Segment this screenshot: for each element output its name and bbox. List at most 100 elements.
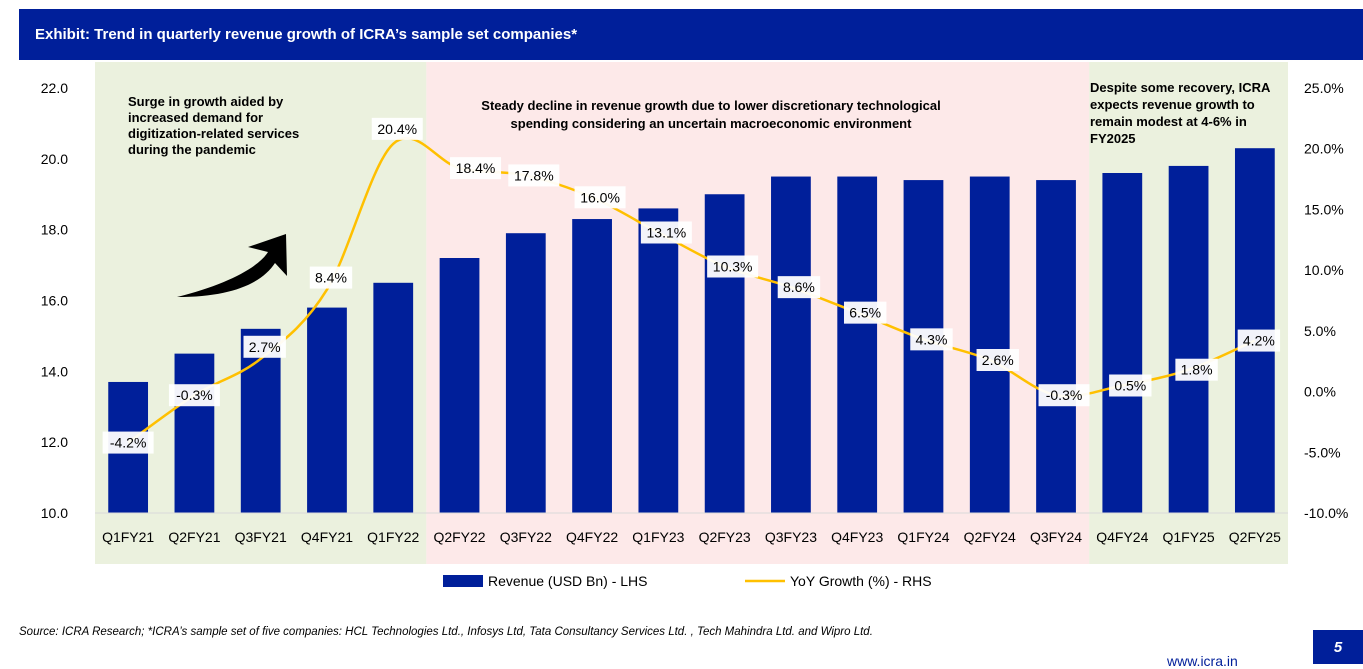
growth-data-label: 16.0% (580, 189, 620, 205)
y-right-tick-label: -10.0% (1304, 505, 1348, 521)
growth-data-label: 0.5% (1114, 378, 1146, 394)
growth-data-label-box (1175, 358, 1218, 381)
growth-data-label-box (707, 255, 759, 278)
growth-data-label: 2.6% (982, 352, 1014, 368)
y-right-tick-label: 15.0% (1304, 201, 1344, 217)
y-left-tick-label: 20.0 (41, 151, 68, 167)
y-right-tick-label: -5.0% (1304, 444, 1341, 460)
growth-data-label: 6.5% (849, 305, 881, 321)
annotation-recovery-text: expects revenue growth to (1090, 97, 1255, 112)
x-tick-label: Q1FY23 (632, 529, 684, 545)
growth-data-label-box (508, 164, 560, 187)
growth-data-label: 2.7% (249, 339, 281, 355)
x-tick-label: Q4FY24 (1096, 529, 1148, 545)
y-left-tick-label: 10.0 (41, 505, 68, 521)
y-left-tick-label: 22.0 (41, 80, 68, 96)
x-tick-label: Q4FY23 (831, 529, 883, 545)
annotation-pandemic-text: digitization-related services (128, 126, 299, 141)
revenue-bar (1168, 165, 1209, 513)
x-tick-label: Q2FY24 (964, 529, 1016, 545)
exhibit-title: Exhibit: Trend in quarterly revenue grow… (35, 26, 578, 43)
x-tick-label: Q1FY24 (897, 529, 949, 545)
annotation-recovery-text: remain modest at 4-6% in (1090, 114, 1247, 129)
revenue-bar (704, 194, 745, 513)
legend-label-growth: YoY Growth (%) - RHS (790, 573, 932, 589)
x-tick-label: Q1FY25 (1163, 529, 1215, 545)
legend-swatch-revenue (443, 575, 483, 587)
revenue-bar (771, 176, 811, 513)
growth-data-label-box (777, 276, 821, 299)
annotation-pandemic-text: Surge in growth aided by (128, 94, 284, 109)
growth-data-label: -0.3% (176, 387, 213, 403)
growth-data-label: 4.2% (1243, 333, 1275, 349)
y-left-tick-label: 12.0 (41, 434, 68, 450)
y-right-tick-label: 10.0% (1304, 262, 1344, 278)
growth-data-label: 4.3% (916, 331, 948, 347)
revenue-bar (1102, 173, 1143, 513)
y-right-tick-label: 25.0% (1304, 80, 1344, 96)
growth-data-label: 1.8% (1181, 362, 1213, 378)
x-tick-label: Q3FY22 (500, 529, 552, 545)
growth-data-label-box (243, 335, 286, 358)
x-tick-label: Q1FY22 (367, 529, 419, 545)
growth-data-label-box (843, 301, 887, 324)
x-tick-label: Q2FY21 (168, 529, 220, 545)
x-tick-label: Q2FY25 (1229, 529, 1281, 545)
growth-data-label: 20.4% (377, 121, 417, 137)
growth-data-label-box (309, 266, 353, 289)
source-note: Source: ICRA Research; *ICRA’s sample se… (19, 626, 873, 638)
x-tick-label: Q4FY22 (566, 529, 618, 545)
growth-data-label: 17.8% (514, 167, 554, 183)
growth-data-label: 13.1% (647, 225, 687, 241)
growth-data-label: 18.4% (456, 160, 496, 176)
website-link[interactable]: www.icra.in (1167, 653, 1238, 669)
page-number: 5 (1313, 630, 1363, 664)
trend-arrow-icon (177, 234, 287, 297)
annotation-recovery-text: Despite some recovery, ICRA (1090, 80, 1271, 95)
x-tick-label: Q2FY23 (699, 529, 751, 545)
revenue-bar (638, 208, 679, 513)
revenue-bar (439, 258, 480, 513)
growth-data-label: 10.3% (713, 259, 753, 275)
annotation-pandemic-text: increased demand for (128, 110, 263, 125)
growth-data-label-box (168, 384, 220, 407)
growth-data-label: 8.4% (315, 270, 347, 286)
annotation-recovery-text: FY2025 (1090, 131, 1136, 146)
growth-data-label-box (640, 221, 692, 244)
growth-data-label-box (371, 117, 423, 140)
growth-data-label-box (102, 431, 154, 454)
y-left-tick-label: 18.0 (41, 222, 68, 238)
growth-data-label: -4.2% (110, 435, 147, 451)
revenue-growth-chart: 22.0 20.0 18.0 16.0 14.0 12.0 10.0 25.0% 20.0% 15… (41, 62, 1348, 589)
y-left-tick-label: 14.0 (41, 363, 68, 379)
x-tick-label: Q4FY21 (301, 529, 353, 545)
revenue-bar (1036, 180, 1076, 514)
growth-data-label: -0.3% (1046, 387, 1083, 403)
annotation-decline-text: spending considering an uncertain macroe… (511, 116, 913, 131)
growth-data-label-box (1237, 329, 1281, 352)
legend-label-revenue: Revenue (USD Bn) - LHS (488, 573, 648, 589)
growth-data-label-box (1038, 384, 1090, 407)
growth-data-label-box (1109, 374, 1152, 397)
growth-data-label-box (910, 328, 953, 351)
growth-data-label-box (976, 349, 1019, 371)
y-right-tick-label: 20.0% (1304, 141, 1344, 157)
x-tick-label: Q3FY23 (765, 529, 817, 545)
x-tick-label: Q3FY21 (235, 529, 287, 545)
growth-data-label-box (450, 157, 502, 180)
x-tick-label: Q3FY24 (1030, 529, 1082, 545)
revenue-bar (373, 282, 414, 513)
y-right-tick-label: 5.0% (1304, 323, 1336, 339)
revenue-bar (837, 176, 878, 513)
x-tick-label: Q1FY21 (102, 529, 154, 545)
exhibit-title-bar: Exhibit: Trend in quarterly revenue grow… (19, 9, 1363, 60)
growth-data-label-box (574, 186, 626, 209)
y-left-tick-label: 16.0 (41, 293, 68, 309)
revenue-bar (969, 176, 1010, 513)
revenue-bar (307, 307, 347, 513)
y-right-tick-label: 0.0% (1304, 384, 1336, 400)
annotation-pandemic-text: during the pandemic (128, 142, 256, 157)
revenue-bar (174, 353, 215, 513)
revenue-bar (572, 219, 612, 513)
revenue-bar (505, 233, 546, 514)
